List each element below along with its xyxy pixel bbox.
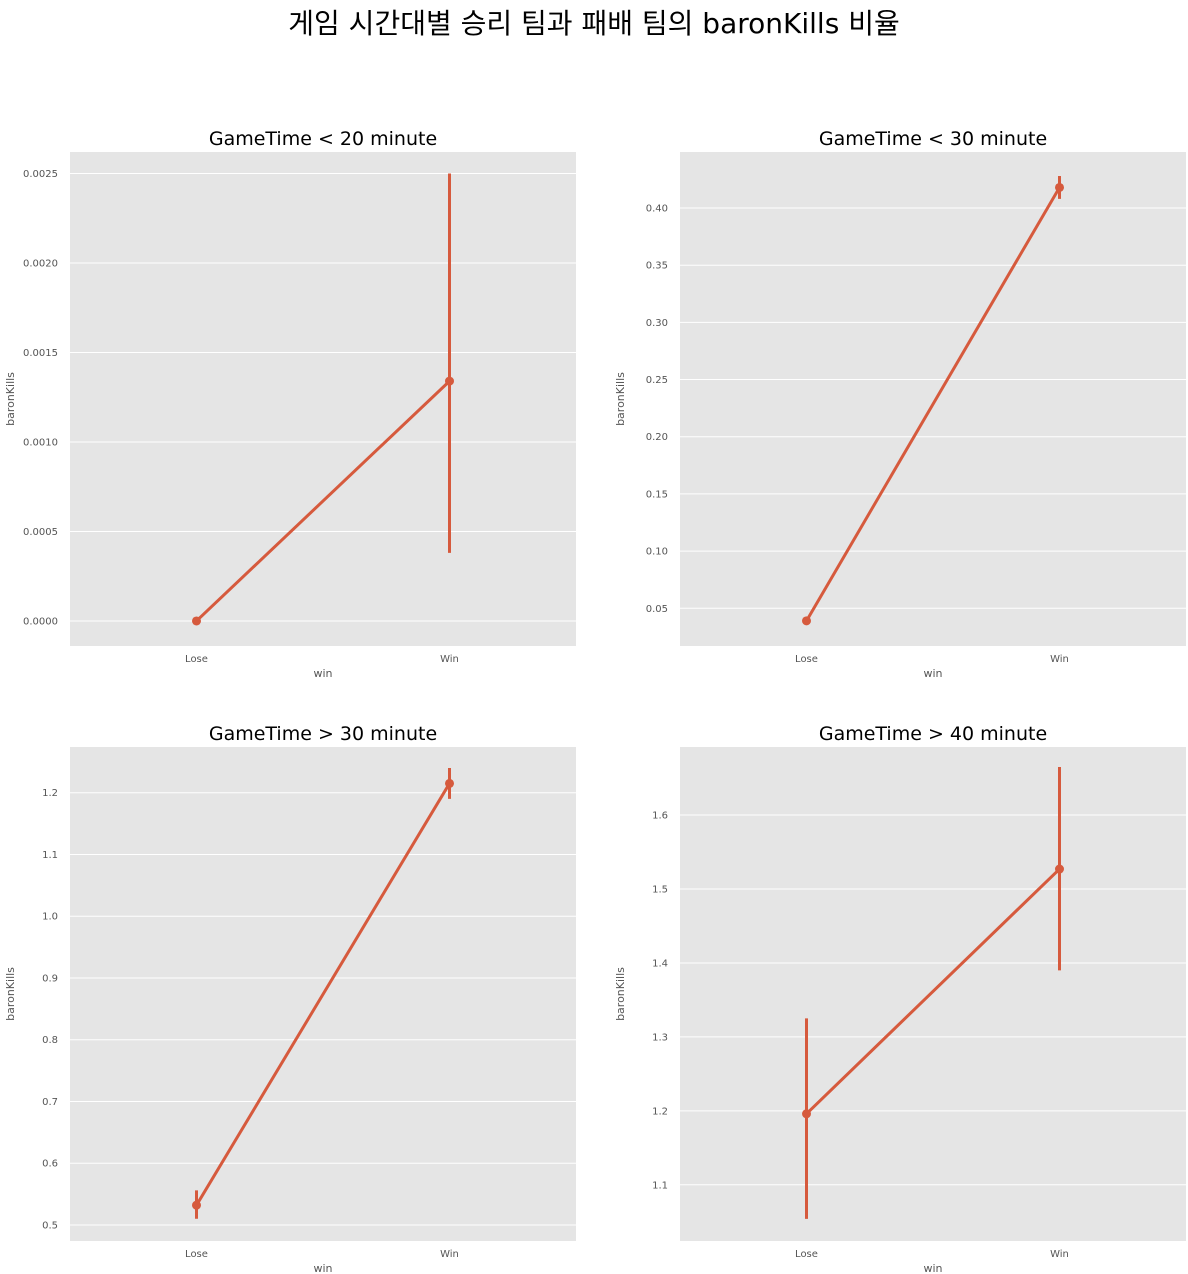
subplot-3: 0.5 0.6 0.7 0.8 0.9 1.0 1.1 1.2 Lose Win win baronK…: [4, 723, 576, 1274]
subplot-1: 0.0000 0.0005 0.0010 0.0015 0.0020 0.0025 Lose…: [4, 128, 576, 680]
y-tick-label: 0.10: [646, 547, 668, 558]
y-tick-label: 1.5: [652, 884, 668, 895]
y-tick-label: 1.0: [42, 912, 58, 923]
data-point: [1055, 182, 1064, 192]
y-tick-label: 0.0025: [23, 169, 58, 180]
y-tick-label: 0.8: [42, 1035, 58, 1046]
y-axis-label: baronKills: [4, 372, 17, 426]
data-point: [802, 1109, 811, 1119]
x-tick-label: Lose: [185, 654, 208, 665]
y-axis-label: baronKills: [614, 372, 627, 426]
y-tick-label: 0.6: [42, 1159, 58, 1170]
y-axis-label: baronKills: [614, 967, 627, 1021]
y-tick-label: 0.05: [646, 604, 668, 615]
x-tick-label: Win: [440, 1249, 459, 1260]
data-point: [1055, 864, 1064, 874]
figure-title: 게임 시간대별 승리 팀과 패배 팀의 baronKills 비율: [288, 7, 900, 40]
data-point: [192, 1200, 201, 1210]
data-point: [802, 616, 811, 626]
series-line: [195, 782, 451, 1206]
y-tick-label: 0.5: [42, 1220, 58, 1231]
subplot-title: GameTime > 30 minute: [209, 723, 437, 745]
series-line: [805, 186, 1061, 622]
subplot-4: 1.1 1.2 1.3 1.4 1.5 1.6 Lose Win win baronKills Ga…: [614, 723, 1186, 1274]
y-tick-label: 0.0010: [23, 437, 58, 448]
y-tick-label: 0.20: [646, 432, 668, 443]
x-tick-label: Win: [1050, 654, 1069, 665]
y-tick-label: 0.15: [646, 489, 668, 500]
plot-area: [70, 152, 576, 646]
y-tick-label: 1.2: [652, 1106, 668, 1117]
x-tick-label: Win: [440, 654, 459, 665]
x-tick-label: Lose: [185, 1249, 208, 1260]
x-tick-label: Lose: [795, 654, 818, 665]
y-tick-label: 0.30: [646, 318, 668, 329]
data-point: [445, 778, 454, 788]
subplot-title: GameTime < 30 minute: [819, 128, 1047, 150]
y-tick-label: 1.3: [652, 1032, 668, 1043]
x-tick-label: Lose: [795, 1249, 818, 1260]
y-tick-label: 0.0015: [23, 348, 58, 359]
x-axis-label: win: [313, 667, 332, 680]
y-tick-label: 0.25: [646, 375, 668, 386]
x-axis-label: win: [923, 1262, 942, 1274]
data-point: [192, 616, 201, 626]
subplot-2: 0.05 0.10 0.15 0.20 0.25 0.30 0.35 0.40 Lose Win w…: [614, 128, 1186, 680]
y-tick-label: 1.6: [652, 811, 668, 822]
y-tick-label: 0.35: [646, 261, 668, 272]
y-tick-label: 0.40: [646, 204, 668, 215]
y-tick-label: 0.9: [42, 973, 58, 984]
subplot-title: GameTime < 20 minute: [209, 128, 437, 150]
plot-area: [680, 747, 1186, 1241]
y-tick-label: 0.7: [42, 1097, 58, 1108]
y-axis-label: baronKills: [4, 967, 17, 1021]
x-axis-label: win: [313, 1262, 332, 1274]
y-tick-label: 1.1: [42, 850, 58, 861]
subplot-title: GameTime > 40 minute: [819, 723, 1047, 745]
series-line: [805, 867, 1061, 1115]
data-point: [445, 376, 454, 386]
x-axis-label: win: [923, 667, 942, 680]
y-tick-label: 1.2: [42, 788, 58, 799]
y-tick-label: 1.4: [652, 958, 668, 969]
y-tick-label: 0.0000: [23, 616, 58, 627]
series-line: [195, 380, 451, 623]
y-tick-label: 0.0020: [23, 258, 58, 269]
y-tick-label: 1.1: [652, 1180, 668, 1191]
x-tick-label: Win: [1050, 1249, 1069, 1260]
plot-area: [680, 152, 1186, 646]
y-tick-label: 0.0005: [23, 527, 58, 538]
